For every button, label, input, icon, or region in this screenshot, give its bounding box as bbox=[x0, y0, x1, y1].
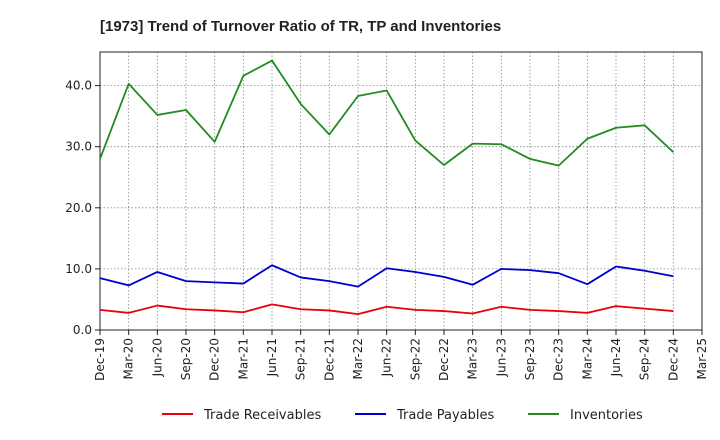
y-tick-label: 0.0 bbox=[73, 323, 92, 337]
x-tick-label: Mar-24 bbox=[580, 338, 594, 379]
x-tick-label: Sep-23 bbox=[523, 338, 537, 380]
y-tick-label: 20.0 bbox=[65, 201, 92, 215]
legend-label-1: Trade Payables bbox=[396, 408, 494, 423]
x-axis-ticks: Dec-19 Mar-20 Jun-20 Sep-20 Dec-20 Mar-21 Jun-… bbox=[93, 330, 709, 381]
series-lines bbox=[99, 59, 674, 316]
series-line-0 bbox=[99, 303, 674, 316]
x-tick-label: Sep-24 bbox=[638, 338, 652, 380]
x-tick-label: Mar-25 bbox=[695, 338, 709, 379]
x-tick-label: Dec-20 bbox=[208, 338, 222, 381]
y-tick-label: 30.0 bbox=[65, 140, 92, 154]
y-tick-label: 40.0 bbox=[65, 79, 92, 93]
series-line-1 bbox=[99, 264, 674, 288]
grid-lines bbox=[100, 52, 702, 330]
x-tick-label: Jun-20 bbox=[150, 338, 164, 377]
x-tick-label: Jun-21 bbox=[265, 338, 279, 377]
x-tick-label: Dec-22 bbox=[437, 338, 451, 381]
x-tick-label: Sep-21 bbox=[294, 338, 308, 380]
x-tick-label: Mar-21 bbox=[236, 338, 250, 379]
x-tick-label: Jun-24 bbox=[609, 338, 623, 377]
x-tick-label: Sep-20 bbox=[179, 338, 193, 380]
plot-area-frame bbox=[99, 51, 703, 331]
x-tick-label: Dec-24 bbox=[666, 338, 680, 381]
x-tick-label: Jun-23 bbox=[494, 338, 508, 377]
x-tick-label: Mar-20 bbox=[122, 338, 136, 379]
series-line-2 bbox=[99, 59, 674, 167]
legend-label-2: Inventories bbox=[570, 408, 643, 423]
y-tick-label: 10.0 bbox=[65, 262, 92, 276]
y-axis-ticks: 0.0 10.0 20.0 30.0 40.0 bbox=[65, 79, 100, 337]
x-tick-label: Dec-21 bbox=[322, 338, 336, 381]
x-tick-label: Sep-22 bbox=[408, 338, 422, 380]
x-tick-label: Dec-23 bbox=[552, 338, 566, 381]
chart-title: [1973] Trend of Turnover Ratio of TR, TP… bbox=[100, 18, 501, 35]
x-tick-label: Mar-23 bbox=[466, 338, 480, 379]
legend-label-0: Trade Receivables bbox=[203, 408, 321, 423]
x-tick-label: Dec-19 bbox=[93, 338, 107, 381]
x-tick-label: Jun-22 bbox=[380, 338, 394, 377]
legend: Trade Receivables Trade Payables Inventori… bbox=[162, 408, 643, 423]
x-tick-label: Mar-22 bbox=[351, 338, 365, 379]
